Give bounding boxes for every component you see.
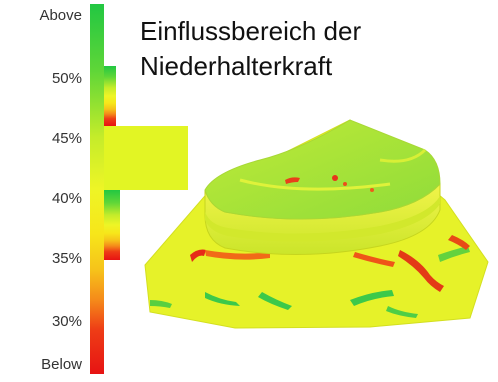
scale-label-35: 35%: [51, 250, 82, 267]
scale-label-40: 40%: [51, 190, 82, 207]
scale-label-below: Below: [41, 356, 82, 373]
scale-label-45: 45%: [51, 130, 82, 147]
histogram-band-above: [104, 66, 116, 126]
histogram-band-45-40: [104, 126, 188, 190]
color-scale-bar: [90, 4, 104, 374]
scale-label-above: Above: [39, 7, 82, 24]
scale-label-50: 50%: [51, 70, 82, 87]
scale-label-30: 30%: [51, 313, 82, 330]
diagram-title: Einflussbereich der Niederhalterkraft: [140, 14, 361, 84]
diagram-title-line2: Niederhalterkraft: [140, 51, 333, 81]
diagram-title-line1: Einflussbereich der: [140, 16, 362, 46]
distribution-histogram: [104, 66, 188, 260]
